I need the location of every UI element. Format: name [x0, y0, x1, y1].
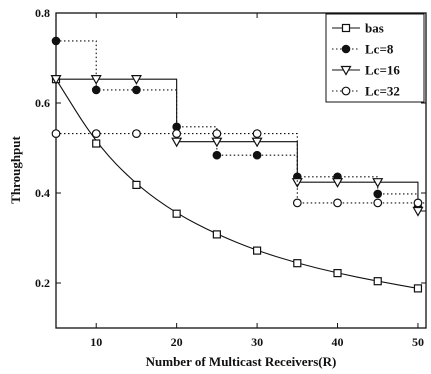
legend-marker — [340, 65, 352, 76]
y-axis-ticks: 0.2 0.4 0.6 0.8 — [35, 6, 426, 290]
data-point — [211, 137, 223, 148]
series-2 — [50, 75, 426, 217]
data-point — [132, 85, 141, 95]
data-point — [51, 36, 61, 46]
data-point — [51, 129, 61, 139]
data-point — [293, 259, 302, 268]
series-line — [56, 40, 426, 208]
legend-marker — [341, 23, 351, 33]
data-point — [212, 150, 222, 160]
data-point — [91, 85, 101, 95]
data-point — [132, 129, 141, 139]
series-line — [56, 78, 426, 212]
y-tick-label: 0.6 — [35, 96, 50, 110]
data-point — [373, 189, 383, 199]
x-axis-label: Number of Multicast Receivers(R) — [146, 354, 337, 369]
data-point — [90, 75, 102, 85]
y-axis-label: Throughput — [8, 135, 23, 203]
legend-label: Lc=32 — [365, 84, 400, 99]
x-tick-label: 20 — [171, 335, 183, 349]
data-point — [373, 277, 382, 286]
x-tick-label: 40 — [332, 335, 344, 349]
data-point — [252, 129, 262, 139]
data-point — [212, 129, 222, 139]
series-line — [55, 78, 419, 289]
data-point — [333, 198, 342, 208]
series-layer — [50, 36, 426, 293]
data-point — [291, 178, 303, 188]
legend: bas Lc=8 Lc=16 Lc=32 — [325, 13, 425, 103]
data-point — [91, 129, 101, 139]
data-point — [172, 209, 181, 218]
data-point — [372, 178, 384, 188]
data-point — [212, 230, 221, 239]
legend-marker — [341, 44, 351, 54]
data-point — [252, 246, 262, 255]
legend-label: Lc=16 — [365, 63, 400, 78]
x-tick-label: 50 — [412, 335, 424, 349]
data-point — [251, 137, 263, 148]
series-0 — [51, 75, 423, 293]
data-point — [412, 206, 424, 217]
x-tick-label: 10 — [90, 335, 102, 349]
data-point — [333, 269, 342, 278]
data-point — [373, 198, 383, 208]
data-point — [252, 150, 262, 160]
series-line — [56, 133, 426, 204]
data-point — [413, 198, 423, 208]
y-tick-label: 0.4 — [35, 186, 50, 200]
data-point — [172, 129, 182, 139]
data-point — [171, 137, 183, 148]
y-tick-label: 0.2 — [35, 276, 50, 290]
data-point — [132, 180, 141, 189]
data-point — [292, 198, 302, 208]
legend-marker — [341, 86, 351, 96]
series-3 — [51, 129, 426, 208]
legend-label: bas — [365, 21, 384, 36]
data-point — [130, 75, 142, 85]
y-tick-label: 0.8 — [35, 6, 50, 20]
series-1 — [51, 36, 426, 212]
plot-frame — [55, 12, 427, 329]
legend-label: Lc=8 — [365, 42, 394, 57]
data-point — [331, 178, 344, 188]
x-tick-label: 30 — [251, 335, 263, 349]
data-point — [50, 75, 62, 85]
data-point — [413, 284, 423, 293]
data-point — [92, 139, 101, 148]
